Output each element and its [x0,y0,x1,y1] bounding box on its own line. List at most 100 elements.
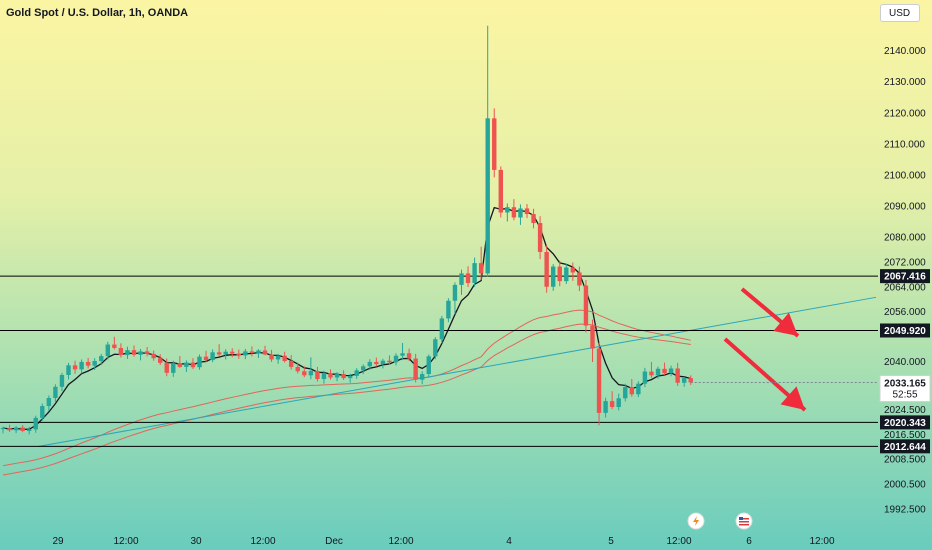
price-tick-label: 2130.000 [884,77,926,88]
candle [33,415,38,433]
candle [302,366,307,378]
candle-body [164,362,169,373]
level-label: 2067.416 [884,272,926,283]
red-arrow [740,287,800,338]
candle [289,355,294,370]
candle-body [79,361,84,370]
candle [413,353,418,383]
candle-body [518,208,523,218]
time-tick-label: Dec [325,536,343,547]
candle-body [27,429,32,431]
candle-body [603,401,608,413]
candle-body [655,368,661,376]
candle [380,358,386,369]
candle [577,266,582,292]
candle [99,353,104,366]
candle [492,108,497,178]
candle-body [158,358,163,363]
candle [85,357,91,369]
candle-body [583,285,589,326]
candle-body [236,353,241,356]
candle [642,367,648,388]
candle-body [629,387,634,395]
candle-body [551,266,556,287]
currency-button[interactable]: USD [880,4,920,22]
candle [524,204,530,219]
candle [616,393,621,411]
candle-body [171,363,176,373]
us-flag-icon[interactable] [735,512,753,530]
candle [603,397,608,418]
candle [223,349,228,360]
candle [112,336,117,350]
candle [138,348,143,361]
candle [518,204,523,225]
candle [623,383,628,402]
candle [570,262,576,281]
candle [367,359,372,371]
level-labels: 2067.416 2049.920 2020.343 2012.644 2033.165… [879,269,931,454]
candle-body [210,352,215,361]
candle-body [282,355,287,362]
candle-body [99,356,104,362]
candle-body [675,368,680,383]
candle [439,315,445,343]
arrow-head [780,386,805,410]
candle-body [289,361,294,367]
candle-body [498,169,503,213]
candle-body [544,251,549,287]
candle-body [400,353,405,356]
candle [682,376,687,387]
candle-body [596,348,602,413]
candle-body [20,427,25,431]
chart-title: Gold Spot / U.S. Dollar, 1h, OANDA [6,7,188,19]
time-tick-label: 12:00 [250,536,275,547]
candle-body [485,118,490,274]
current-price-label: 2033.165 [884,379,926,390]
candle [144,347,150,357]
candle [216,344,222,357]
candle [243,348,248,360]
candle-body [478,263,484,274]
candle [688,375,693,385]
candle-body [380,360,386,365]
candle-body [269,354,274,360]
candle-body [243,351,248,356]
candle-body [302,371,307,376]
candle-body [295,366,300,372]
candle-body [85,361,91,366]
current-price-label-bg [879,375,931,403]
time-axis[interactable]: 29 12:00 30 12:00 Dec 12:00 4 5 12:00 6 12:00 [52,536,835,547]
candle [387,355,392,365]
candle-body [230,351,235,354]
candle [551,264,556,291]
candle-body [616,398,621,407]
candle-body [505,207,510,213]
candle-body [465,273,471,284]
candle-body [341,374,346,379]
candle [256,349,261,358]
candle-body [439,318,445,340]
price-tick-label: 2056.000 [884,307,926,318]
candle [347,373,353,383]
time-tick-label: 6 [746,536,752,547]
candle-body [511,207,517,218]
candle-body [636,383,641,395]
candle [197,354,202,370]
candle-body [524,208,530,215]
candle-body [7,428,12,431]
candle-body [262,350,268,355]
candle-body [59,374,65,387]
candle-body [190,362,196,368]
candle [27,426,32,435]
price-tick-label: 2090.000 [884,201,926,212]
price-tick-label: 2040.000 [884,357,926,368]
moving-averages [2,206,691,476]
candle [675,362,680,386]
time-tick-label: 12:00 [809,536,834,547]
price-tick-label: 2072.000 [884,257,926,268]
candle [177,356,183,368]
flash-icon[interactable] [687,512,705,530]
